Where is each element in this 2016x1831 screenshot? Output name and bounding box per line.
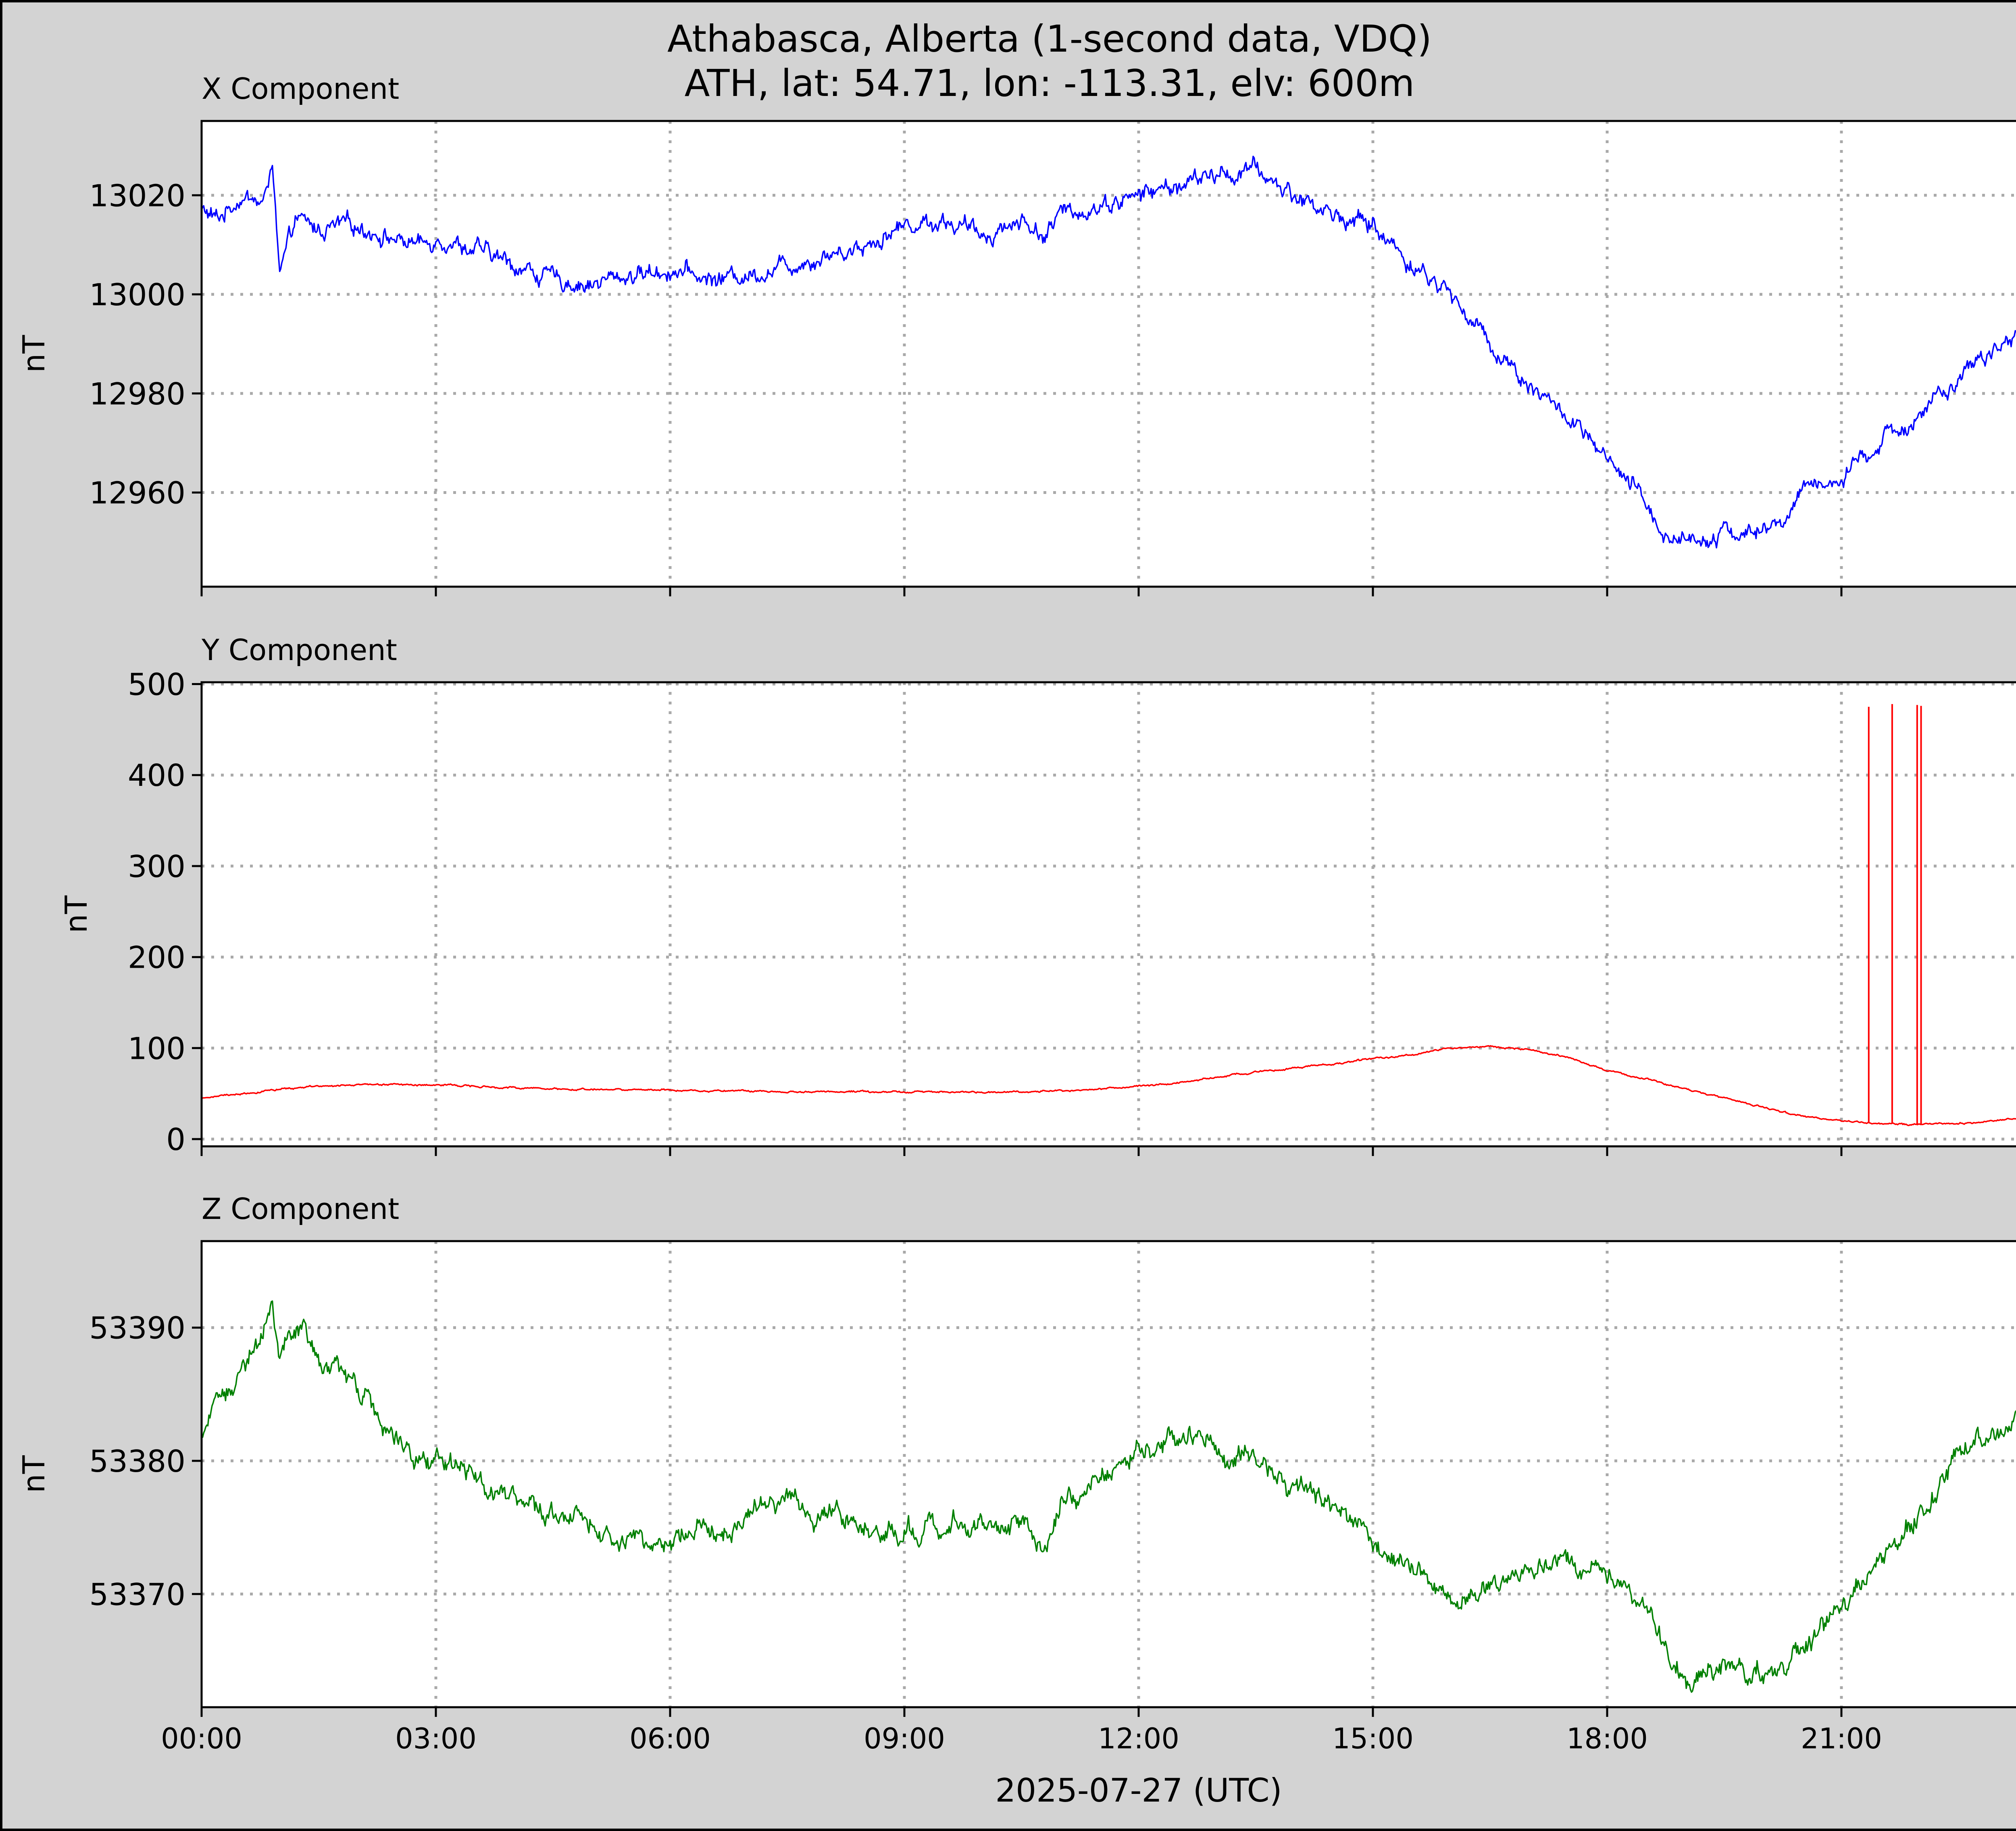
figure-title-line1: Athabasca, Alberta (1-second data, VDQ) (667, 17, 1432, 60)
x-tick-label: 03:00 (395, 1722, 477, 1755)
x-tick-label: 00:00 (161, 1722, 242, 1755)
data-line-y (202, 1045, 2016, 1126)
plot-area-y (202, 682, 2016, 1146)
x-tick-label: 21:00 (1801, 1722, 1882, 1755)
data-line-z (202, 1300, 2016, 1693)
y-tick-label: 0 (166, 1122, 185, 1157)
plot-area-x (202, 121, 2016, 587)
y-tick-label: 200 (128, 940, 185, 975)
x-tick-label: 09:00 (864, 1722, 945, 1755)
y-tick-label: 12980 (89, 376, 185, 412)
panel-x-component: 12960 12980 13000 13020 X Component nT (16, 72, 2016, 596)
y-tick-label: 13000 (89, 277, 185, 312)
panel-title-x: X Component (202, 72, 399, 106)
panel-z-component: 53370 53380 53390 00:00 03:00 06:00 09:00 12:00… (16, 1192, 2016, 1755)
x-tick-label: 18:00 (1566, 1722, 1648, 1755)
y-tick-label: 12960 (89, 475, 185, 511)
panel-title-y: Y Component (201, 633, 397, 667)
y-tick-label: 300 (128, 849, 185, 884)
x-tick-label: 06:00 (629, 1722, 711, 1755)
y-tick-label: 53370 (89, 1577, 185, 1612)
y-tick-label: 53380 (89, 1444, 185, 1479)
panel-title-z: Z Component (202, 1192, 399, 1226)
plot-area-z (202, 1241, 2016, 1707)
y-tick-label: 13020 (89, 178, 185, 213)
data-line-x (202, 156, 2016, 549)
x-axis-label: 2025-07-27 (UTC) (995, 1772, 1282, 1809)
x-tick-label: 15:00 (1332, 1722, 1414, 1755)
y-axis-label-x: nT (16, 335, 52, 373)
y-tick-label: 53390 (89, 1310, 185, 1346)
panel-y-component: 0 100 200 300 400 500 Y Component nT (58, 633, 2016, 1157)
chart-panels: 12960 12980 13000 13020 X Component nT 0 100 200… (16, 72, 2016, 1755)
y-tick-label: 100 (128, 1031, 185, 1066)
y-tick-label: 400 (128, 758, 185, 793)
y-axis-label-z: nT (16, 1455, 52, 1493)
figure-title-line2: ATH, lat: 54.71, lon: -113.31, elv: 600m (685, 62, 1415, 105)
y-tick-label: 500 (128, 667, 185, 702)
x-tick-label: 12:00 (1098, 1722, 1179, 1755)
y-axis-label-y: nT (58, 895, 94, 933)
